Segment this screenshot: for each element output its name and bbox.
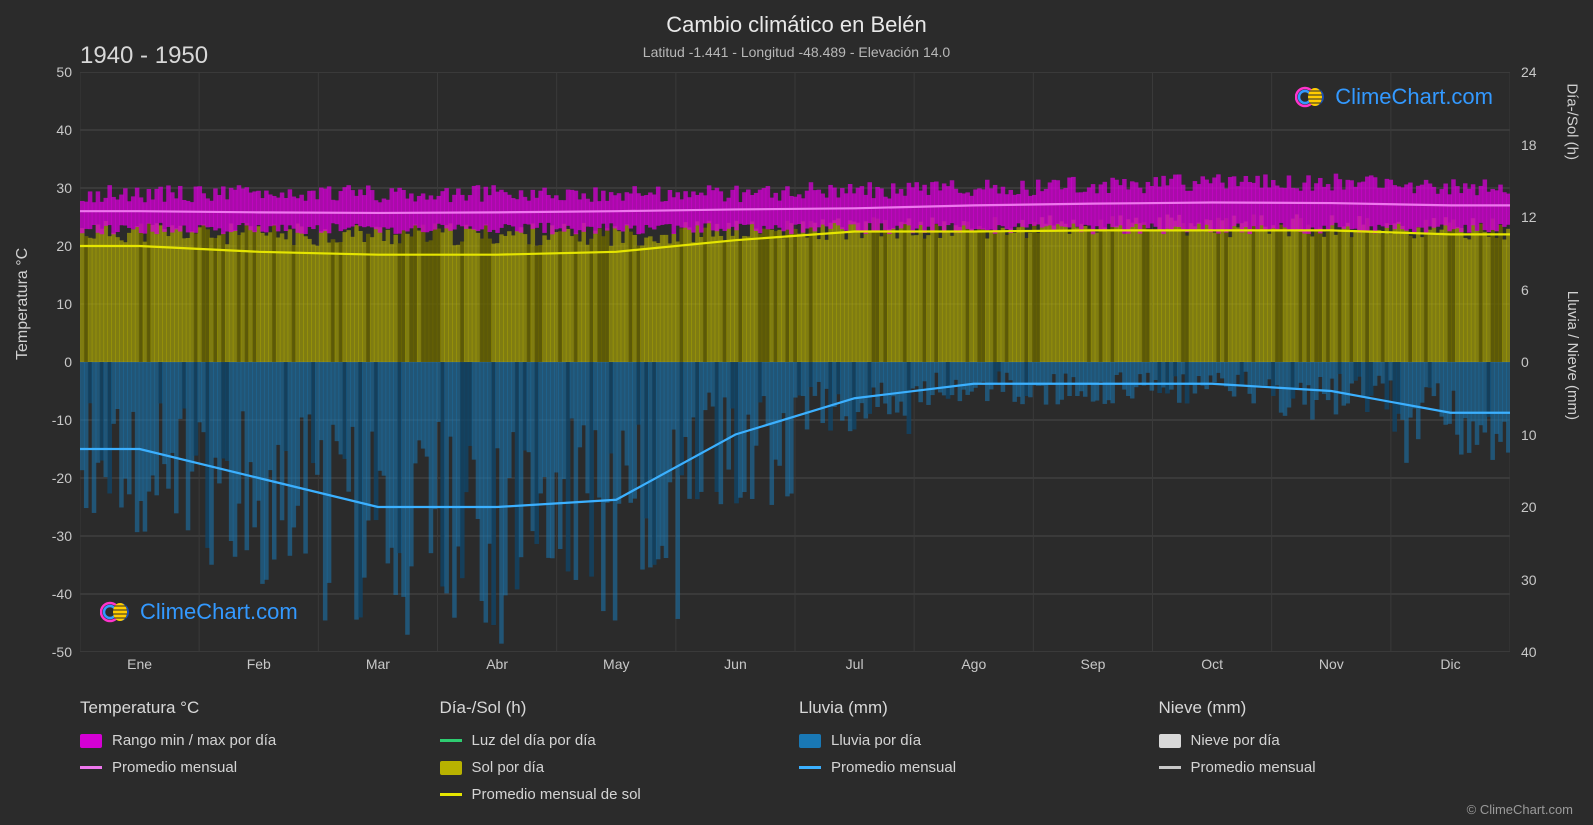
y-right-tick: 12	[1521, 209, 1537, 225]
legend-item: Promedio mensual	[1159, 759, 1511, 776]
y-axis-right-top-label: Día-/Sol (h)	[1564, 83, 1581, 160]
legend-section-title: Temperatura °C	[80, 698, 432, 718]
legend-label: Promedio mensual	[112, 759, 237, 776]
x-tick-label: Mar	[318, 656, 437, 680]
watermark-text: ClimeChart.com	[1335, 84, 1493, 110]
y-left-tick: -20	[52, 470, 72, 486]
legend-item: Luz del día por día	[440, 732, 792, 749]
x-tick-label: Jul	[795, 656, 914, 680]
legend-label: Sol por día	[472, 759, 545, 776]
watermark-text: ClimeChart.com	[140, 599, 298, 625]
y-right-tick: 40	[1521, 644, 1537, 660]
legend: Temperatura °C Rango min / max por día Pro…	[80, 698, 1510, 803]
period-label: 1940 - 1950	[80, 42, 208, 70]
x-tick-label: Sep	[1033, 656, 1152, 680]
x-tick-label: Abr	[438, 656, 557, 680]
legend-item: Nieve por día	[1159, 732, 1511, 749]
legend-label: Promedio mensual	[1191, 759, 1316, 776]
y-ticks-right: 0612182410203040	[1517, 72, 1553, 652]
y-left-tick: -50	[52, 644, 72, 660]
legend-label: Rango min / max por día	[112, 732, 276, 749]
legend-label: Luz del día por día	[472, 732, 596, 749]
y-right-tick: 24	[1521, 64, 1537, 80]
y-left-tick: -30	[52, 528, 72, 544]
chart-subtitle: Latitud -1.441 - Longitud -48.489 - Elev…	[0, 44, 1593, 60]
legend-section: Nieve (mm) Nieve por día Promedio mensual	[1159, 698, 1511, 803]
x-axis-labels: EneFebMarAbrMayJunJulAgoSepOctNovDic	[80, 656, 1510, 680]
y-left-tick: 0	[64, 354, 72, 370]
chart-svg	[80, 72, 1510, 652]
legend-section: Lluvia (mm) Lluvia por día Promedio mensua…	[799, 698, 1151, 803]
legend-label: Nieve por día	[1191, 732, 1280, 749]
legend-swatch	[80, 766, 102, 769]
legend-label: Lluvia por día	[831, 732, 921, 749]
x-tick-label: Nov	[1272, 656, 1391, 680]
legend-section-title: Lluvia (mm)	[799, 698, 1151, 718]
y-left-tick: 40	[56, 122, 72, 138]
y-right-tick: 0	[1521, 354, 1529, 370]
y-right-tick: 18	[1521, 137, 1537, 153]
legend-item: Rango min / max por día	[80, 732, 432, 749]
legend-item: Lluvia por día	[799, 732, 1151, 749]
y-left-tick: 30	[56, 180, 72, 196]
copyright-text: © ClimeChart.com	[1467, 802, 1573, 817]
y-left-tick: -10	[52, 412, 72, 428]
y-ticks-left: -50-40-30-20-1001020304050	[40, 72, 76, 652]
x-tick-label: May	[557, 656, 676, 680]
legend-swatch	[1159, 734, 1181, 748]
y-left-tick: -40	[52, 586, 72, 602]
y-axis-left-label: Temperatura °C	[14, 248, 32, 360]
y-right-tick: 10	[1521, 427, 1537, 443]
legend-item: Sol por día	[440, 759, 792, 776]
legend-item: Promedio mensual	[799, 759, 1151, 776]
plot-area	[80, 72, 1510, 652]
legend-item: Promedio mensual	[80, 759, 432, 776]
legend-section: Temperatura °C Rango min / max por día Pro…	[80, 698, 432, 803]
legend-label: Promedio mensual	[831, 759, 956, 776]
watermark-top-right: ClimeChart.com	[1295, 84, 1493, 110]
legend-section: Día-/Sol (h) Luz del día por día Sol por d…	[440, 698, 792, 803]
x-tick-label: Jun	[676, 656, 795, 680]
legend-label: Promedio mensual de sol	[472, 786, 641, 803]
legend-swatch	[799, 734, 821, 748]
y-right-tick: 20	[1521, 499, 1537, 515]
legend-swatch	[80, 734, 102, 748]
y-axis-right-bottom-label: Lluvia / Nieve (mm)	[1564, 291, 1581, 420]
climechart-logo-icon	[1295, 85, 1329, 109]
climechart-logo-icon	[100, 600, 134, 624]
legend-swatch	[799, 766, 821, 769]
y-right-tick: 6	[1521, 282, 1529, 298]
y-left-tick: 10	[56, 296, 72, 312]
legend-section-title: Día-/Sol (h)	[440, 698, 792, 718]
x-tick-label: Ene	[80, 656, 199, 680]
legend-swatch	[1159, 766, 1181, 769]
y-left-tick: 50	[56, 64, 72, 80]
chart-title: Cambio climático en Belén	[0, 0, 1593, 38]
legend-swatch	[440, 761, 462, 775]
legend-item: Promedio mensual de sol	[440, 786, 792, 803]
x-tick-label: Oct	[1153, 656, 1272, 680]
legend-section-title: Nieve (mm)	[1159, 698, 1511, 718]
legend-swatch	[440, 739, 462, 742]
x-tick-label: Ago	[914, 656, 1033, 680]
x-tick-label: Dic	[1391, 656, 1510, 680]
y-left-tick: 20	[56, 238, 72, 254]
watermark-bottom-left: ClimeChart.com	[100, 599, 298, 625]
legend-swatch	[440, 793, 462, 796]
y-right-tick: 30	[1521, 572, 1537, 588]
x-tick-label: Feb	[199, 656, 318, 680]
